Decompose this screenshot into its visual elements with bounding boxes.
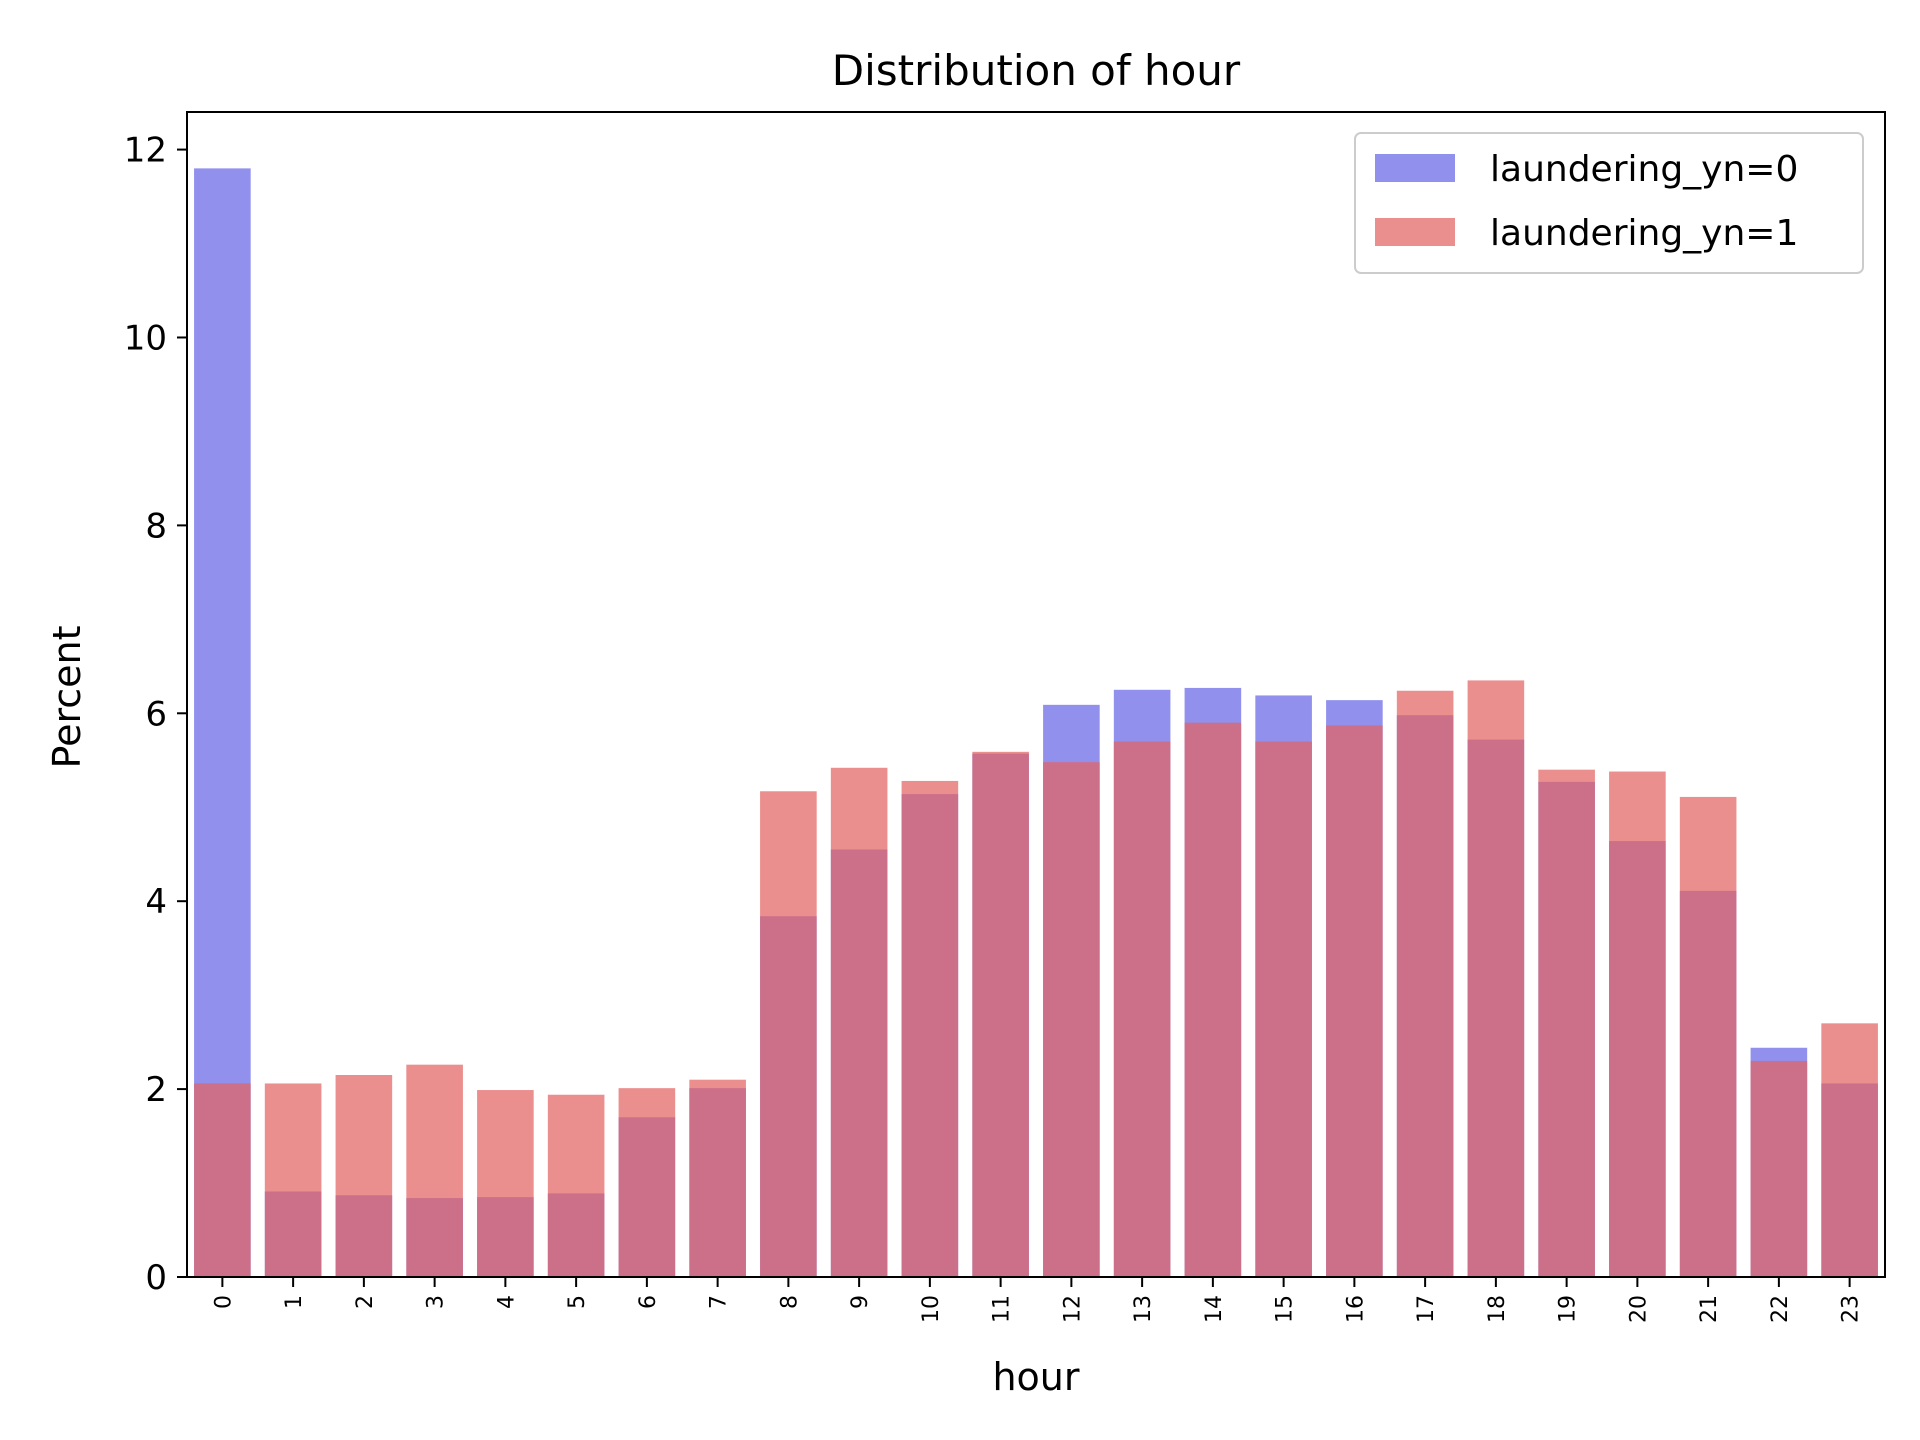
y-tick-label: 2	[145, 1070, 167, 1110]
x-tick-label: 9	[848, 1295, 873, 1309]
x-tick-label: 23	[1839, 1295, 1864, 1323]
legend: laundering_yn=0 laundering_yn=1	[1354, 132, 1864, 274]
x-tick-label: 16	[1343, 1295, 1368, 1323]
x-tick-label: 18	[1485, 1295, 1510, 1323]
bar-series-1-hour-16	[1326, 725, 1383, 1277]
bars-layer	[194, 168, 1878, 1278]
y-tick-label: 0	[145, 1258, 167, 1298]
x-tick-label: 4	[494, 1295, 519, 1309]
bar-series-1-hour-20	[1609, 771, 1666, 1277]
x-tick-label: 5	[565, 1295, 590, 1309]
x-tick-label: 1	[282, 1295, 307, 1309]
bar-series-1-hour-1	[264, 1083, 322, 1277]
bar-series-1-hour-2	[335, 1075, 393, 1277]
x-tick-label: 10	[919, 1295, 944, 1323]
y-tick-label: 6	[145, 694, 167, 734]
chart-title: Distribution of hour	[832, 46, 1241, 95]
y-tick-label: 12	[124, 131, 167, 171]
x-tick-label: 13	[1131, 1295, 1156, 1323]
bar-series-1-hour-12	[1043, 762, 1100, 1277]
x-tick-label: 20	[1626, 1295, 1651, 1323]
y-axis-label: Percent	[45, 626, 89, 769]
bar-series-1-hour-22	[1750, 1060, 1808, 1277]
x-tick-label: 0	[211, 1295, 236, 1309]
x-tick-label: 3	[424, 1295, 449, 1309]
bar-series-1-hour-0	[194, 1083, 251, 1277]
y-tick-label: 10	[124, 318, 167, 358]
bar-series-1-hour-3	[406, 1064, 463, 1277]
bar-series-1-hour-6	[618, 1088, 676, 1277]
x-tick-label: 22	[1768, 1295, 1793, 1323]
x-tick-label: 6	[636, 1295, 661, 1309]
legend-label-laundering-0: laundering_yn=0	[1490, 149, 1798, 190]
legend-label-laundering-1: laundering_yn=1	[1490, 213, 1798, 254]
bar-series-1-hour-10	[901, 780, 959, 1277]
plot-frame	[186, 111, 1886, 1278]
legend-swatch-laundering-0	[1375, 154, 1455, 182]
bar-series-1-hour-7	[689, 1079, 746, 1277]
bar-series-1-hour-17	[1396, 690, 1454, 1277]
bar-series-1-hour-18	[1467, 680, 1525, 1277]
x-tick-label: 8	[777, 1295, 802, 1309]
x-tick-label: 17	[1414, 1295, 1439, 1323]
x-tick-label: 11	[990, 1295, 1015, 1323]
bar-series-1-hour-9	[830, 767, 888, 1277]
bar-series-1-hour-4	[477, 1090, 534, 1277]
bar-series-1-hour-15	[1255, 741, 1312, 1277]
x-tick-label: 15	[1273, 1295, 1298, 1323]
y-tick-label: 8	[145, 506, 167, 546]
x-axis-label: hour	[992, 1355, 1079, 1399]
x-tick-label: 2	[353, 1295, 378, 1309]
x-tick-label: 19	[1556, 1295, 1581, 1323]
bar-series-1-hour-5	[547, 1094, 605, 1277]
x-tick-label: 21	[1697, 1295, 1722, 1323]
bar-series-1-hour-13	[1113, 741, 1171, 1277]
bar-series-1-hour-19	[1538, 769, 1595, 1277]
bar-series-1-hour-23	[1821, 1023, 1878, 1277]
x-tick-label: 7	[707, 1295, 732, 1309]
x-tick-label: 12	[1060, 1295, 1085, 1323]
legend-swatch-laundering-1	[1375, 218, 1455, 246]
bar-series-1-hour-8	[760, 791, 817, 1277]
x-axis: 0 1 2 3 4 5 6 7 8 9 10 11 12 13 14 15 16 17 18 19 20 21 22 23	[211, 1277, 1864, 1323]
bar-series-1-hour-14	[1184, 722, 1242, 1277]
x-tick-label: 14	[1202, 1295, 1227, 1323]
bar-series-1-hour-21	[1679, 796, 1737, 1277]
y-axis: 0 2 4 6 8 10 12	[124, 131, 187, 1298]
legend-box	[1354, 132, 1864, 274]
bar-series-1-hour-11	[972, 751, 1029, 1277]
y-tick-label: 4	[145, 882, 167, 922]
